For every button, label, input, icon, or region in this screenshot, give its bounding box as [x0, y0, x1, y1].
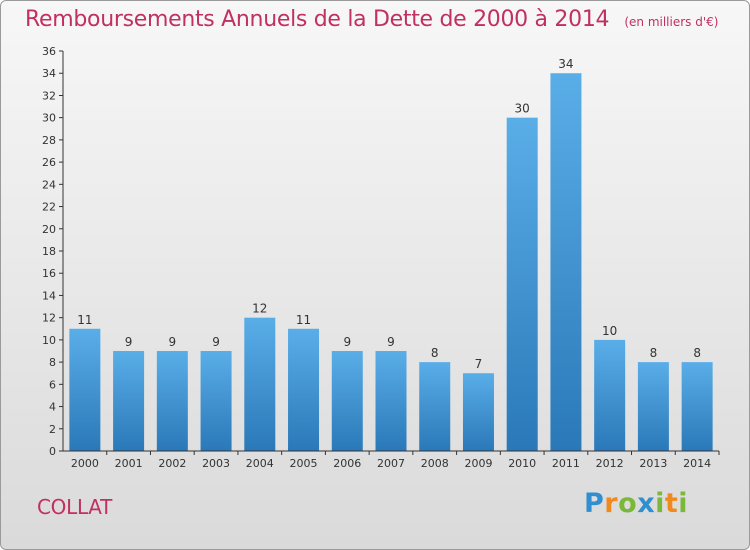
bar-2013 [637, 362, 669, 451]
bar-2006 [331, 351, 363, 451]
x-tick-label-2013: 2013 [639, 457, 667, 470]
x-tick-label-2003: 2003 [202, 457, 230, 470]
x-tick-label-2009: 2009 [464, 457, 492, 470]
bar-2010 [506, 117, 538, 452]
value-label-2005: 11 [296, 313, 311, 327]
value-label-2009: 7 [475, 357, 483, 371]
y-tick-label: 34 [42, 67, 56, 80]
y-tick-label: 20 [42, 223, 56, 236]
bar-2003 [200, 351, 232, 451]
proxiti-logo: Proxiti [584, 488, 689, 519]
bar-2001 [113, 351, 145, 451]
x-tick-label-2011: 2011 [552, 457, 580, 470]
value-label-2008: 8 [431, 346, 439, 360]
value-labels-group: 11 9 9 9 12 11 9 9 8 7 30 34 10 8 8 [77, 57, 701, 371]
value-label-2001: 9 [125, 335, 133, 349]
value-label-2007: 9 [387, 335, 395, 349]
bar-2011 [550, 73, 582, 451]
y-tick-label: 32 [42, 89, 56, 102]
bar-2004 [244, 317, 276, 451]
y-tick-label: 30 [42, 112, 56, 125]
y-tick-label: 22 [42, 201, 56, 214]
x-tick-label-2007: 2007 [377, 457, 405, 470]
y-tick-label: 26 [42, 156, 56, 169]
bar-2008 [419, 362, 451, 451]
x-tick-label-2010: 2010 [508, 457, 536, 470]
value-label-2002: 9 [169, 335, 177, 349]
bar-2007 [375, 351, 407, 451]
bar-2000 [69, 328, 101, 451]
x-tick-label-2000: 2000 [71, 457, 99, 470]
value-label-2014: 8 [693, 346, 701, 360]
y-tick-label: 12 [42, 312, 56, 325]
bar-2012 [594, 339, 626, 451]
chart-subtitle: (en milliers d'€) [624, 15, 719, 29]
y-tick-label: 36 [42, 45, 56, 58]
bar-2005 [288, 328, 320, 451]
y-tick-label: 28 [42, 134, 56, 147]
y-tick-label: 4 [49, 401, 56, 414]
x-tick-label-2002: 2002 [158, 457, 186, 470]
x-tick-label-2008: 2008 [421, 457, 449, 470]
y-tick-label: 0 [49, 445, 56, 458]
value-label-2013: 8 [650, 346, 658, 360]
y-tick-label: 18 [42, 245, 56, 258]
title-row: Remboursements Annuels de la Dette de 20… [25, 7, 718, 32]
x-tick-label-2004: 2004 [246, 457, 274, 470]
value-label-2011: 34 [558, 57, 573, 71]
value-label-2010: 30 [515, 102, 530, 116]
chart-title: Remboursements Annuels de la Dette de 20… [25, 7, 610, 32]
x-tick-label-2006: 2006 [333, 457, 361, 470]
commune-name: COLLAT [37, 495, 112, 519]
value-label-2004: 12 [252, 302, 267, 316]
y-tick-label: 6 [49, 378, 56, 391]
bars-group [69, 73, 713, 452]
y-tick-label: 24 [42, 178, 56, 191]
y-tick-label: 8 [49, 356, 56, 369]
x-tick-label-2005: 2005 [290, 457, 318, 470]
value-label-2003: 9 [212, 335, 220, 349]
y-tick-label: 2 [49, 423, 56, 436]
x-tick-label-2014: 2014 [683, 457, 711, 470]
value-label-2000: 11 [77, 313, 92, 327]
bar-2002 [156, 351, 188, 451]
x-tick-label-2001: 2001 [115, 457, 143, 470]
bar-2009 [462, 373, 494, 451]
y-tick-label: 10 [42, 334, 56, 347]
y-tick-label: 16 [42, 267, 56, 280]
value-label-2006: 9 [343, 335, 351, 349]
value-label-2012: 10 [602, 324, 617, 338]
bar-2014 [681, 362, 713, 451]
y-tick-label: 14 [42, 289, 56, 302]
x-tick-label-2012: 2012 [596, 457, 624, 470]
